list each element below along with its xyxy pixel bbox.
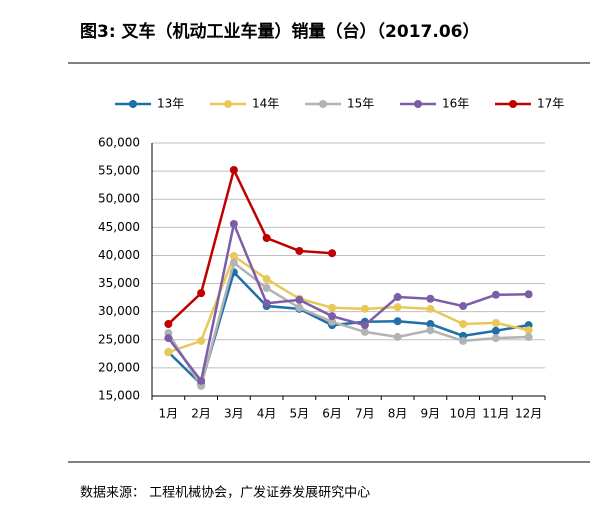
data-point: [459, 336, 468, 345]
data-point: [328, 303, 337, 312]
data-point: [491, 290, 500, 299]
series-line: [167, 166, 333, 325]
y-tick-label: 45,000: [98, 220, 140, 234]
legend-label: 16年: [442, 97, 469, 111]
legend-marker: [509, 100, 517, 108]
series-line: [167, 219, 529, 384]
legend-label: 13年: [157, 97, 184, 111]
y-tick-label: 55,000: [98, 164, 140, 178]
y-tick-label: 60,000: [98, 136, 140, 150]
data-point: [524, 332, 533, 341]
series-line: [167, 254, 529, 354]
data-point: [328, 317, 337, 326]
x-tick-label: 6月: [322, 407, 342, 421]
data-point: [197, 289, 206, 298]
data-point: [524, 290, 533, 299]
data-point: [262, 275, 271, 284]
data-point: [459, 320, 468, 329]
data-point: [295, 295, 304, 304]
data-point: [426, 320, 435, 329]
y-tick-label: 30,000: [98, 304, 140, 318]
source: 数据来源： 工程机械协会，广发证券发展研究中心: [80, 485, 370, 501]
x-tick-label: 12月: [515, 407, 542, 421]
data-point: [229, 258, 238, 267]
data-point: [426, 294, 435, 303]
y-tick-label: 15,000: [98, 389, 140, 403]
data-point: [229, 219, 238, 228]
legend-label: 17年: [537, 97, 564, 111]
x-tick-label: 5月: [290, 407, 310, 421]
data-point: [491, 334, 500, 343]
data-point: [197, 336, 206, 345]
data-point: [459, 302, 468, 311]
legend-marker: [319, 100, 327, 108]
data-point: [164, 348, 173, 357]
x-tick-label: 7月: [355, 407, 375, 421]
legend-label: 14年: [252, 97, 279, 111]
x-tick-label: 11月: [482, 407, 509, 421]
data-point: [426, 326, 435, 335]
data-point: [360, 321, 369, 330]
legend-marker: [129, 100, 137, 108]
series-line: [167, 269, 529, 387]
data-point: [164, 334, 173, 343]
x-tick-label: 1月: [159, 407, 179, 421]
data-point: [229, 165, 238, 174]
y-tick-label: 20,000: [98, 360, 140, 374]
chart-title: 图3: 叉车（机动工业车量）销量（台）（2017.06）: [80, 21, 479, 42]
y-tick-label: 50,000: [98, 192, 140, 206]
data-point: [262, 234, 271, 243]
data-point: [524, 326, 533, 335]
data-point: [491, 326, 500, 335]
legend-marker: [414, 100, 422, 108]
data-point: [393, 303, 402, 312]
data-point: [491, 318, 500, 327]
y-tick-label: 35,000: [98, 276, 140, 290]
y-tick-label: 40,000: [98, 248, 140, 262]
data-point: [360, 304, 369, 313]
data-point: [328, 249, 337, 258]
x-tick-label: 3月: [224, 407, 244, 421]
data-point: [295, 303, 304, 312]
data-point: [262, 284, 271, 293]
x-tick-label: 4月: [257, 407, 277, 421]
data-point: [262, 299, 271, 308]
data-point: [197, 376, 206, 385]
x-tick-label: 2月: [191, 407, 211, 421]
series-line: [167, 260, 529, 390]
y-tick-label: 25,000: [98, 332, 140, 346]
data-point: [328, 312, 337, 321]
data-point: [393, 317, 402, 326]
data-point: [426, 304, 435, 313]
x-tick-label: 9月: [421, 407, 441, 421]
data-point: [229, 252, 238, 261]
x-tick-label: 8月: [388, 407, 408, 421]
legend-marker: [224, 100, 232, 108]
legend-label: 15年: [347, 97, 374, 111]
data-point: [393, 293, 402, 302]
data-point: [164, 320, 173, 329]
data-point: [360, 327, 369, 336]
data-point: [393, 332, 402, 341]
data-point: [295, 246, 304, 255]
x-tick-label: 10月: [449, 407, 476, 421]
